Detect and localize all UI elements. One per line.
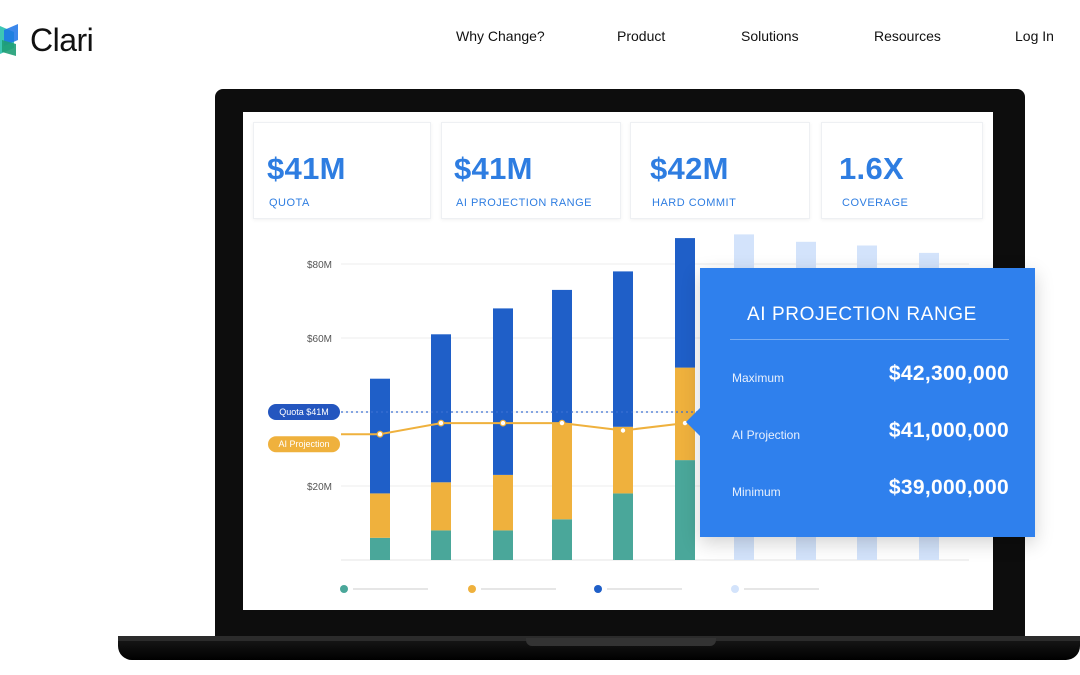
tooltip-row-value: $41,000,000: [888, 419, 1009, 442]
kpi-label: AI PROJECTION RANGE: [456, 197, 593, 209]
clari-logo-icon: [0, 18, 22, 62]
legend-dot: [468, 585, 476, 593]
ai-projection-tooltip: AI PROJECTION RANGE Maximum $42,300,000 …: [686, 268, 1035, 537]
bar-segment: [613, 426, 633, 494]
main-nav: Why Change? Product Solutions Resources …: [0, 28, 1080, 48]
nav-product[interactable]: Product: [617, 28, 666, 44]
kpi-value: $41M: [454, 151, 533, 186]
tooltip-row-value: $42,300,000: [888, 362, 1009, 385]
tooltip-row-maximum: Maximum $42,300,000: [732, 362, 1009, 392]
projection-point: [558, 419, 566, 427]
legend-dot: [340, 585, 348, 593]
bar-segment: [431, 530, 451, 560]
nav-resources[interactable]: Resources: [874, 28, 941, 44]
projection-pill-label: AI Projection: [278, 439, 329, 449]
kpi-card-coverage: 1.6X COVERAGE: [821, 122, 983, 219]
nav-why-change[interactable]: Why Change?: [456, 28, 545, 44]
logo-text: Clari: [30, 21, 94, 58]
bar-segment: [675, 367, 695, 461]
bar-segment: [552, 423, 572, 520]
kpi-label: QUOTA: [269, 197, 310, 209]
legend-dot: [731, 585, 739, 593]
bar-segment: [370, 537, 390, 560]
projection-point: [619, 427, 627, 434]
nav-solutions[interactable]: Solutions: [741, 28, 799, 44]
kpi-label: COVERAGE: [842, 197, 909, 209]
quota-pill: [268, 404, 340, 420]
projection-pill: [268, 436, 340, 453]
kpi-label: HARD COMMIT: [652, 197, 737, 209]
y-tick-label: $20M: [307, 482, 332, 493]
bar-segment: [613, 493, 633, 560]
bar-segment: [370, 493, 390, 538]
y-tick-label: $80M: [307, 260, 332, 271]
bar-segment: [493, 308, 513, 475]
bar-segment: [675, 460, 695, 560]
legend-dot: [594, 585, 602, 593]
kpi-value: 1.6X: [839, 151, 904, 186]
projection-point: [499, 419, 507, 427]
kpi-value: $42M: [650, 151, 729, 186]
tooltip-row-label: AI Projection: [732, 428, 801, 442]
tooltip-row-label: Maximum: [732, 371, 785, 385]
bar-segment: [552, 519, 572, 560]
tooltip-row-value: $39,000,000: [888, 476, 1009, 499]
bar-segment: [613, 271, 633, 427]
y-tick-label: $60M: [307, 334, 332, 345]
projection-point: [437, 419, 445, 427]
kpi-card-ai-projection-range: $41M AI PROJECTION RANGE: [441, 122, 621, 219]
bar-segment: [493, 474, 513, 531]
bar-segment: [675, 238, 695, 368]
tooltip-divider: [730, 339, 1009, 340]
projection-point: [376, 430, 384, 438]
bar-segment: [431, 482, 451, 531]
kpi-value: $41M: [267, 151, 346, 186]
quota-pill-label: Quota $41M: [279, 407, 329, 417]
tooltip-row-ai-projection: AI Projection $41,000,000: [732, 419, 1009, 449]
bar-segment: [552, 289, 572, 424]
kpi-card-hard-commit: $42M HARD COMMIT: [630, 122, 810, 219]
tooltip-row-label: Minimum: [732, 485, 781, 499]
laptop-hinge-notch: [526, 638, 716, 646]
bar-segment: [493, 530, 513, 560]
logo[interactable]: Clari: [0, 18, 94, 62]
kpi-card-quota: $41M QUOTA: [253, 122, 431, 219]
nav-log-in[interactable]: Log In: [1015, 28, 1054, 44]
tooltip-title: AI PROJECTION RANGE: [747, 304, 977, 325]
bar-segment: [431, 334, 451, 483]
tooltip-row-minimum: Minimum $39,000,000: [732, 476, 1009, 506]
